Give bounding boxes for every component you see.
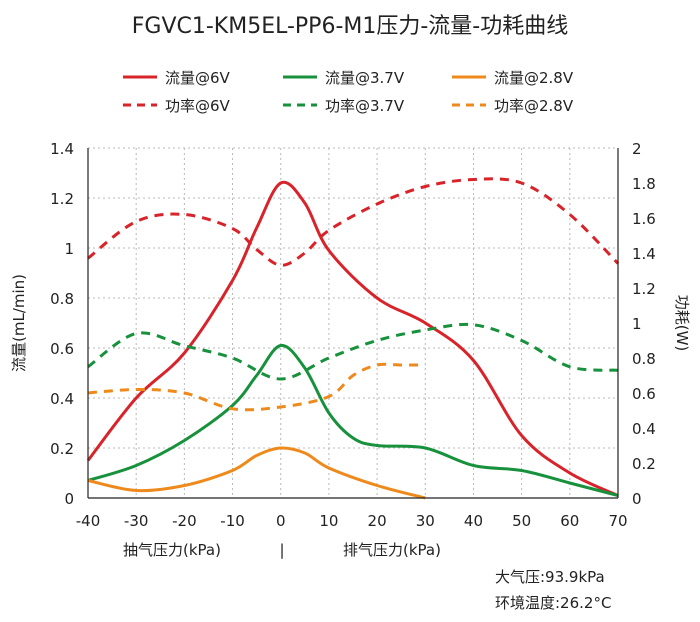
y-tick-label-left: 1.4 bbox=[50, 140, 74, 158]
x-tick-label: 50 bbox=[512, 512, 531, 530]
legend-label-4: 功率@3.7V bbox=[325, 97, 405, 115]
x-tick-label: 70 bbox=[608, 512, 627, 530]
y-tick-label-left: 1 bbox=[64, 240, 74, 258]
y-tick-label-right: 2 bbox=[632, 140, 642, 158]
x-axis-label-suction: 抽气压力(kPa) bbox=[123, 541, 221, 559]
annotation-ambient-temperature: 环境温度:26.2°C bbox=[495, 594, 611, 612]
x-tick-label: -30 bbox=[124, 512, 149, 530]
x-tick-label: 30 bbox=[416, 512, 435, 530]
y-tick-label-left: 0.8 bbox=[50, 290, 74, 308]
legend-label-2: 流量@2.8V bbox=[494, 69, 574, 87]
series-line-1 bbox=[87, 343, 619, 497]
x-tick-label: 60 bbox=[560, 512, 579, 530]
legend-label-5: 功率@2.8V bbox=[494, 97, 574, 115]
y-tick-label-left: 1.2 bbox=[50, 190, 74, 208]
y-tick-label-right: 0.8 bbox=[632, 350, 656, 368]
x-tick-label: 40 bbox=[464, 512, 483, 530]
y-tick-label-right: 0 bbox=[632, 490, 642, 508]
x-tick-label: -10 bbox=[220, 512, 245, 530]
series-lines bbox=[86, 177, 620, 500]
x-tick-label: 20 bbox=[368, 512, 387, 530]
series-line-5 bbox=[87, 362, 426, 412]
legend: 流量@6V 流量@3.7V 流量@2.8V 功率@6V 功率@3.7V 功率@2.8V bbox=[123, 69, 574, 115]
axes: -40 -30 -20 -10 0 10 20 30 40 50 60 7000.20.40.60.8… bbox=[50, 140, 656, 530]
x-axis-label-discharge: 排气压力(kPa) bbox=[343, 541, 441, 559]
y-tick-label-right: 0.2 bbox=[632, 455, 656, 473]
y-tick-label-left: 0.2 bbox=[50, 440, 74, 458]
y-tick-label-left: 0.4 bbox=[50, 390, 74, 408]
x-tick-label: 10 bbox=[319, 512, 338, 530]
y-tick-label-right: 0.6 bbox=[632, 385, 656, 403]
series-line-3 bbox=[87, 177, 620, 267]
y-tick-label-right: 1.2 bbox=[632, 280, 656, 298]
series-line-0 bbox=[86, 180, 619, 497]
y-tick-label-right: 0.4 bbox=[632, 420, 656, 438]
x-tick-label: -20 bbox=[172, 512, 197, 530]
series-line-2 bbox=[87, 446, 426, 500]
y-tick-label-right: 1.4 bbox=[632, 245, 656, 263]
legend-label-0: 流量@6V bbox=[165, 69, 231, 87]
grid bbox=[88, 147, 618, 498]
y-tick-label-right: 1.8 bbox=[632, 175, 656, 193]
x-axis-label-separator: | bbox=[279, 541, 284, 559]
y-tick-label-right: 1.6 bbox=[632, 210, 656, 228]
y-axis-label-power: 功耗(W) bbox=[673, 295, 691, 352]
legend-label-1: 流量@3.7V bbox=[325, 69, 405, 87]
annotation-atmospheric-pressure: 大气压:93.9kPa bbox=[495, 568, 605, 586]
chart-title: FGVC1-KM5EL-PP6-M1压力-流量-功耗曲线 bbox=[132, 14, 569, 39]
y-tick-label-right: 1 bbox=[632, 315, 642, 333]
legend-label-3: 功率@6V bbox=[165, 97, 231, 115]
y-axis-label-flow: 流量(mL/min) bbox=[10, 274, 28, 372]
x-tick-label: 0 bbox=[276, 512, 286, 530]
y-tick-label-left: 0 bbox=[64, 490, 74, 508]
x-tick-label: -40 bbox=[76, 512, 101, 530]
y-tick-label-left: 0.6 bbox=[50, 340, 74, 358]
series-line-4 bbox=[87, 322, 619, 381]
